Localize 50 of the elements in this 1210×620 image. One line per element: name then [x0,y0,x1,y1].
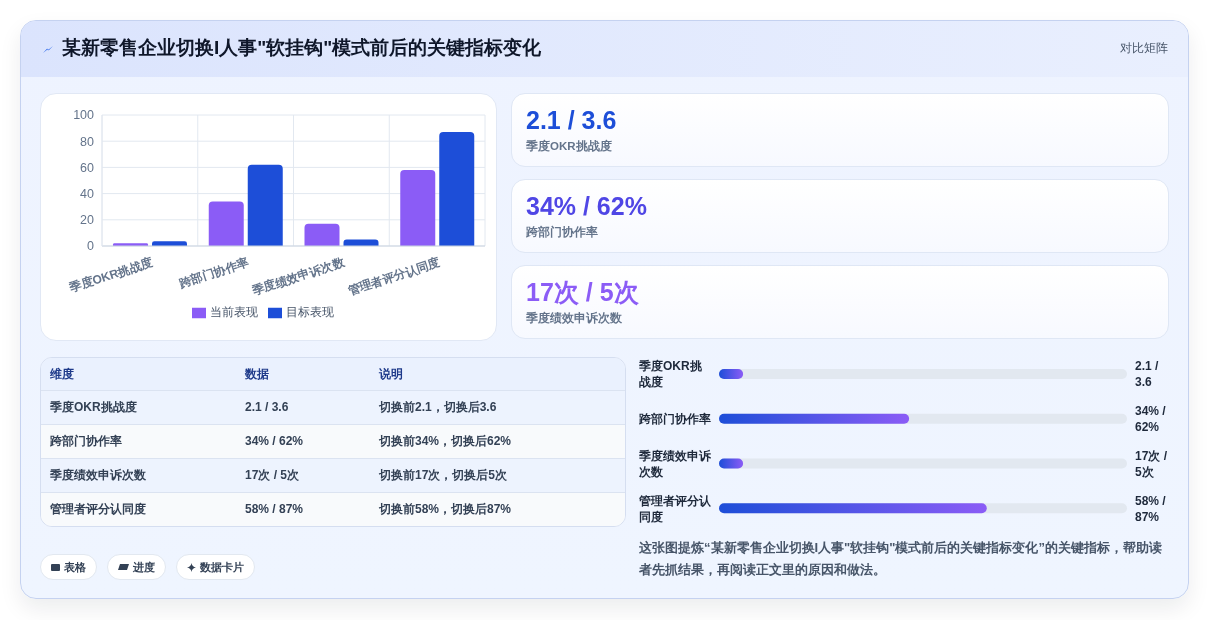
text: 切换前2.1，切换后3.6 [379,399,497,416]
bar [247,164,283,246]
y-tick-label: 40 [80,187,95,202]
text: 季度OKR挑战度 [526,138,613,154]
bar [208,201,244,246]
y-tick-label: 20 [80,213,95,228]
y2-tick-label: 2.1 / 3.6 [1135,359,1160,390]
text: 对比矩阵 [1120,40,1168,56]
bar [304,223,340,246]
y-tick-label: 季度OKR挑战度 [638,359,703,390]
text: 这张图提炼“某新零售企业切换I人事"软挂钩"模式前后的关键指标变化”的关键指标，帮助读者先抓结果，再阅读正文里的原因和做法。 [639,539,1163,579]
text: 跨部门协作率 [526,224,599,240]
y-tick-label: 60 [80,160,95,175]
legend-label: 目标表现 [285,305,334,319]
y-tick-label: 管理者评分认同度 [638,493,712,524]
y-tick-label: 80 [80,134,95,149]
tag-chip: 表格 [40,554,97,580]
text: 季度绩效申诉次数 [526,310,623,326]
text: 58% / 87% [245,501,304,518]
text: 2.1 / 3.6 [526,105,618,136]
text: 17次 / 5次 [526,277,640,308]
x-tick-label: 管理者评分认同度 [345,254,442,299]
tag-chip: 进度 [107,554,166,580]
text: 季度绩效申诉次数 [50,467,146,484]
bar [343,239,379,246]
tag-chip: 数据卡片 [176,554,255,580]
text: 17次 / 5次 [245,467,300,484]
text: 2.1 / 3.6 [245,399,289,416]
text: 34% / 62% [526,191,648,222]
x-tick-label: 跨部门协作率 [176,254,251,291]
y-tick-label: 0 [87,239,95,254]
text: 切换前34%，切换后62% [379,433,512,450]
y2-tick-label: 17次 / 5次 [1135,448,1168,479]
text: 管理者评分认同度 [50,501,146,518]
legend-label: 当前表现 [209,305,258,319]
y-tick-label: 跨部门协作率 [638,412,711,427]
y-tick-label: 100 [73,108,95,123]
text: 说明 [379,366,403,383]
bar [439,132,475,246]
y-tick-label: 季度绩效申诉次数 [638,448,712,479]
text: 切换前17次，切换后5次 [379,467,508,484]
chart-title: 某新零售企业切换I人事"软挂钩"模式前后的关键指标变化 [62,36,542,60]
text: 切换前58%，切换后87% [379,501,512,518]
text: 数据 [245,366,269,383]
text: 34% / 62% [245,433,304,450]
bar [400,170,436,246]
y2-tick-label: 58% / 87% [1135,493,1167,524]
x-tick-label: 季度绩效申诉次数 [249,254,347,299]
y2-tick-label: 34% / 62% [1135,404,1167,435]
text: 维度 [50,366,74,383]
